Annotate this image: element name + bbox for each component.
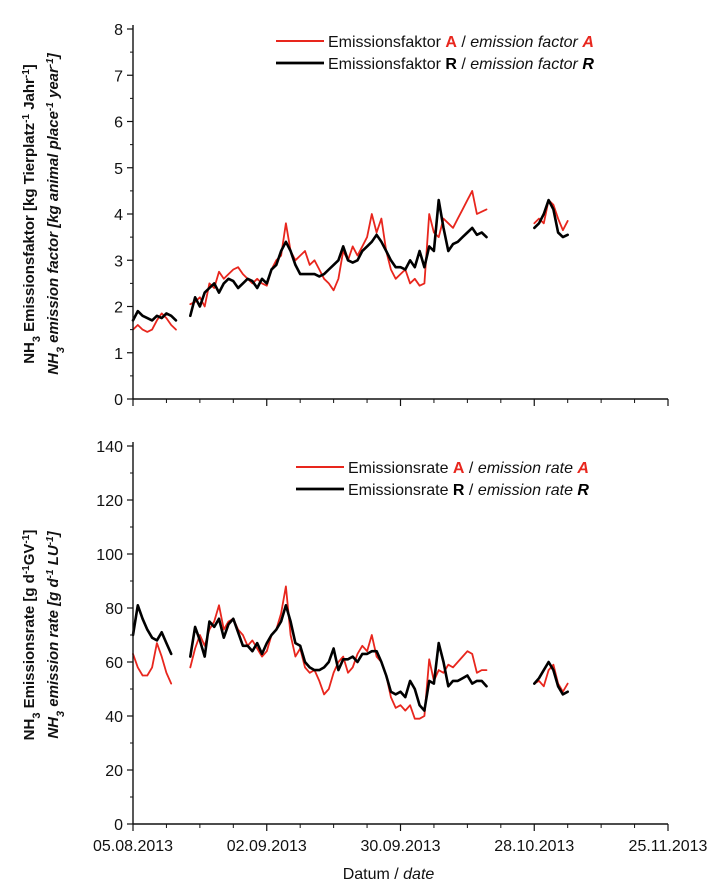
y-tick-label: 1	[114, 346, 123, 363]
y-tick-label: 5	[114, 161, 123, 178]
series-a-segment-1	[132, 312, 177, 333]
panel-2: 0 20 40 60 80 100 120 140 05.08.2013 02.09.2013 30…	[21, 439, 708, 883]
y-tick-label: 40	[105, 709, 123, 726]
legend-entry-a: Emissionsrate A / emission rate A	[348, 460, 589, 477]
y-tick-label: 80	[105, 601, 123, 618]
y-tick-label: 140	[96, 439, 123, 456]
y-tick-label: 8	[114, 22, 123, 39]
series-r-segment-2	[189, 198, 488, 318]
y-tick-label: 0	[114, 817, 123, 834]
series-r-segment-1	[131, 309, 178, 322]
y-axis-title-en: NH3 emission rate [g d-1 LU-1]	[45, 530, 68, 738]
series-a-segment-2	[189, 585, 488, 720]
y-tick-label: 120	[96, 493, 123, 510]
x-tick-label: 30.09.2013	[360, 838, 440, 855]
y-axis-title-de: NH3 Emissionsfaktor [kg Tierplatz-1 Jahr…	[21, 64, 44, 364]
y-tick-label: 100	[96, 547, 123, 564]
series-a-segment-2	[189, 189, 488, 308]
series-r-segment-2	[189, 603, 488, 712]
y-tick-label: 20	[105, 763, 123, 780]
y-tick-label: 2	[114, 300, 123, 317]
y-tick-label: 6	[114, 115, 123, 132]
y-tick-label: 4	[114, 207, 123, 224]
panel-1: 0 1 2 3 4 5 6 7 8 NH3 Emissionsfaktor [kg Tierpla…	[21, 22, 669, 409]
y-tick-label: 3	[114, 253, 123, 270]
series-r-segment-3	[532, 198, 570, 239]
legend-entry-r: Emissionsrate R / emission rate R	[348, 482, 589, 499]
y-tick-label: 7	[114, 68, 123, 85]
x-tick-label: 28.10.2013	[494, 838, 574, 855]
x-axis-title: Datum / date	[343, 866, 435, 883]
x-tick-label: 02.09.2013	[227, 838, 307, 855]
series-a-segment-1	[132, 642, 173, 685]
y-tick-label: 60	[105, 655, 123, 672]
x-tick-label: 05.08.2013	[93, 838, 173, 855]
series-r-segment-1	[131, 603, 173, 656]
y-tick-label: 0	[114, 392, 123, 409]
x-tick-label: 25.11.2013	[629, 838, 708, 855]
legend-entry-r: Emissionsfaktor R / emission factor R	[328, 56, 594, 73]
y-axis-title-en: NH3 emission factor [kg animal place-1 y…	[45, 52, 68, 375]
series-r-segment-3	[532, 660, 570, 696]
legend-entry-a: Emissionsfaktor A / emission factor A	[328, 34, 594, 51]
y-axis-title-de: NH3 Emissionsrate [g d-1GV-1]	[21, 530, 44, 741]
